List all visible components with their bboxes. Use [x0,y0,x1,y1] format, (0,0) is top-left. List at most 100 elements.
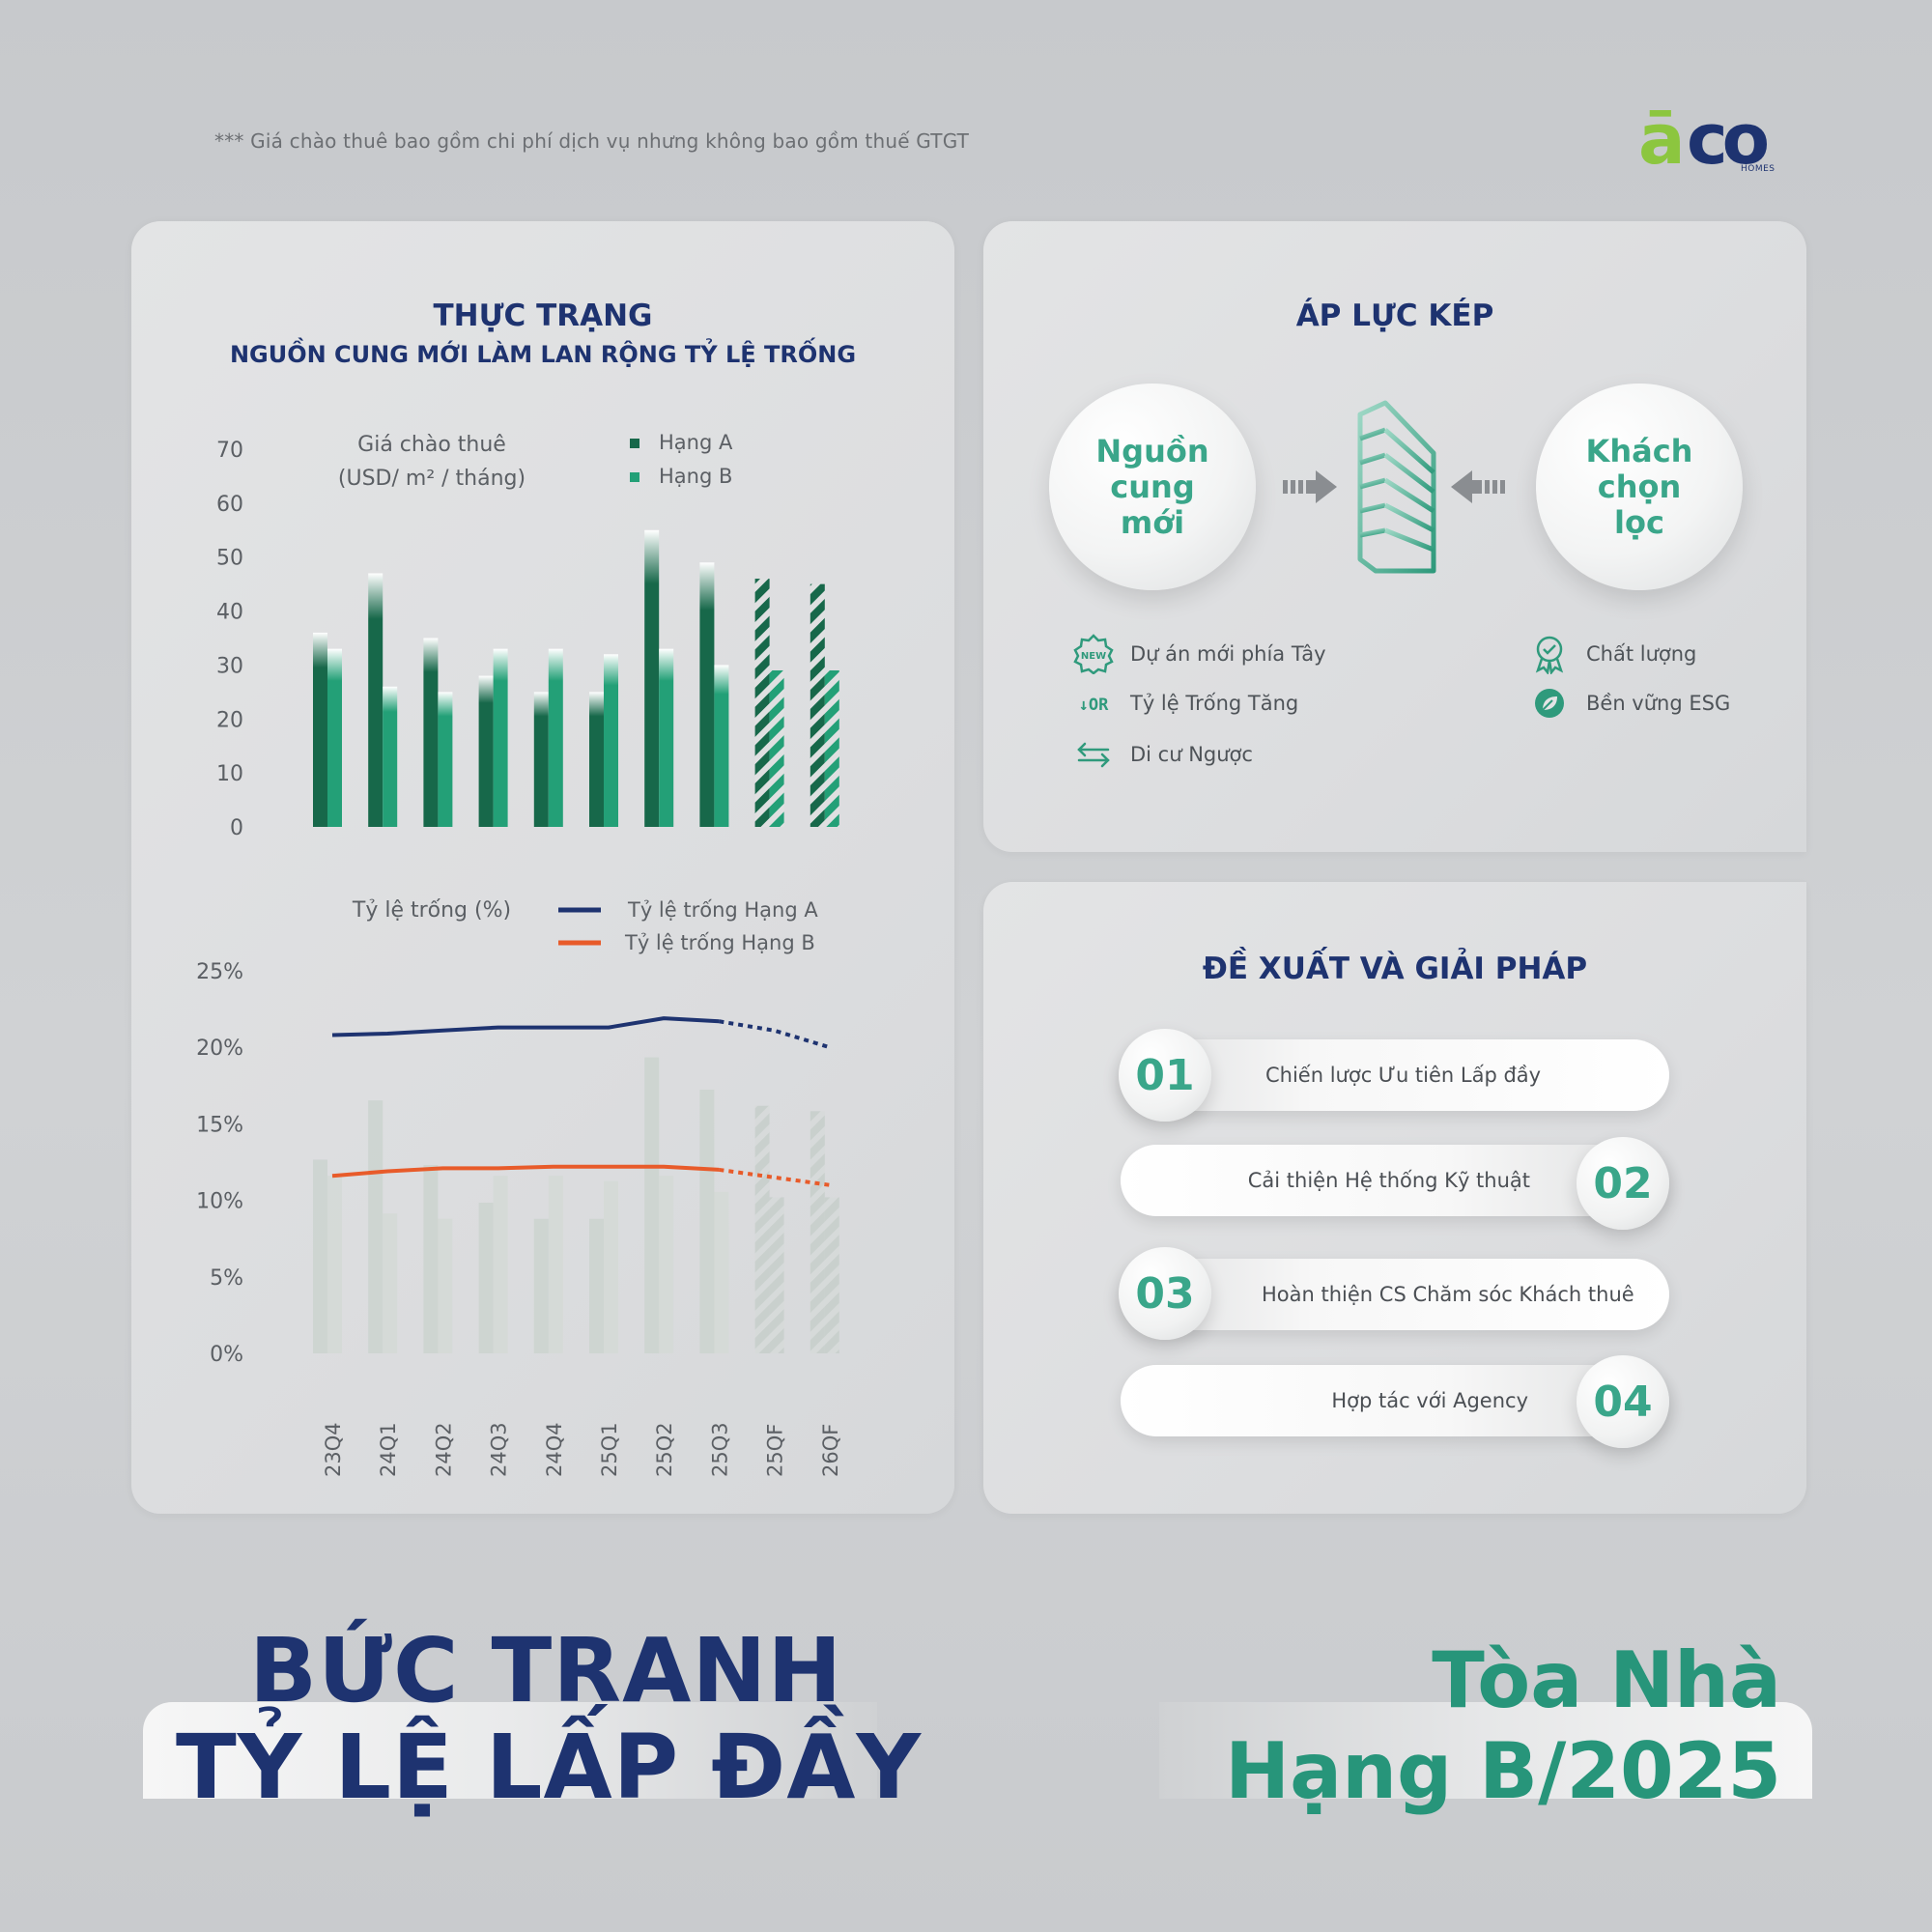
charts-area: 0 10 20 30 40 50 60 70 Giá chào thuê (USD/ m² /… [196,431,842,1477]
line-ytick-0: 0% [210,1343,243,1367]
background-bars [313,1057,839,1353]
solution-item-3: Hoàn thiện CS Chăm sóc Khách thuê [1121,1259,1669,1330]
bar-yunit: (USD/ m² / tháng) [338,467,526,491]
legend-vacancy-a: Tỷ lệ trống Hạng A [627,898,818,922]
bar-hang-a-23Q4 [313,632,327,827]
bar-hang-b-26QF [824,670,839,827]
x-ticks: 23Q4 24Q1 24Q2 24Q3 24Q4 25Q1 25Q2 25Q3 25QF 26QF [322,1422,842,1477]
logo-sub: HOMES [1741,164,1776,174]
line-ytick-3: 15% [196,1113,243,1137]
legend-swatch-hang-a [630,439,639,448]
headline-line-2: TỶ LỆ LẤP ĐẦY [176,1716,923,1819]
factor-vacancy-rising: ↓OR Tỷ lệ Trống Tăng [1072,682,1299,724]
bar-hang-a-25Q3 [699,562,715,827]
vacancy-line-hang-a [331,1016,720,1037]
footnote: *** Giá chào thuê bao gồm chi phí dịch v… [214,129,970,153]
line-ytick-4: 20% [196,1037,243,1061]
solution-item-3-label: Hoàn thiện CS Chăm sóc Khách thuê [1262,1283,1634,1306]
ghost-bar-0-23Q4 [313,1159,327,1353]
legend-hang-a: Hạng A [659,431,733,454]
bar-hang-b-24Q2 [438,692,453,827]
legend-hang-b: Hạng B [659,465,732,488]
xtick-25Q2: 25Q2 [653,1422,676,1477]
bar-hang-a-25QF [754,579,770,827]
line-series [331,1016,831,1187]
headline-band-left [143,1702,877,1799]
headline-band-right [1159,1702,1812,1799]
new-badge-icon: NEW [1072,633,1115,675]
ghost-bar-0-25Q3 [699,1090,715,1353]
bar-hang-a-26QF [810,583,825,827]
bar-hang-b-25Q1 [604,654,618,827]
line-ytick-5: 25% [196,960,243,984]
ghost-bar-0-25QF [754,1105,770,1353]
xtick-24Q1: 24Q1 [377,1422,400,1477]
ghost-bar-1-23Q4 [327,1176,342,1353]
factor-reverse-migration: Di cư Ngược [1072,733,1253,776]
legend-vacancy-b: Tỷ lệ trống Hạng B [624,931,815,954]
arrow-left-icon [1451,470,1505,503]
headline-right-2: Hạng B/2025 [1225,1726,1781,1816]
selective-tenant-bubble: Khách chọn lọc [1536,384,1743,590]
double-pressure-panel: ÁP LỰC KÉP Nguồn cung mới Khách chọn lọc [983,221,1806,852]
ghost-bar-1-25Q1 [604,1180,618,1353]
solution-item-4-label: Hợp tác với Agency [1331,1389,1528,1412]
line-ylabel: Tỷ lệ trống (%) [352,898,511,923]
line-ytick-1: 5% [210,1266,243,1291]
status-subtitle: NGUỒN CUNG MỚI LÀM LAN RỘNG TỶ LỆ TRỐNG [229,341,857,368]
bar-hang-b-25Q3 [714,665,729,827]
swap-arrows-icon [1072,733,1115,776]
solution-num-2: 02 [1577,1137,1669,1230]
ghost-bar-0-26QF [810,1111,825,1353]
ghost-bar-0-24Q4 [533,1218,549,1353]
quality-award-icon [1528,633,1571,675]
ghost-bar-1-25QF [769,1197,784,1353]
bar-hang-a-25Q2 [644,529,660,827]
new-supply-bubble: Nguồn cung mới [1049,384,1256,590]
factor-vacancy-rising-label: Tỷ lệ Trống Tăng [1130,692,1299,715]
ghost-bar-1-24Q3 [493,1176,508,1353]
headline-line-1: BỨC TRANH [249,1619,843,1722]
vacancy-line-hang-a-forecast [719,1019,831,1050]
bar-ytick-6: 60 [216,493,243,517]
bar-hang-a-24Q2 [423,638,439,827]
ghost-bar-0-24Q3 [478,1203,494,1353]
arrow-right-icon [1283,470,1337,503]
factor-quality-label: Chất lượng [1586,642,1697,666]
solution-num-1: 01 [1119,1029,1211,1122]
headline-right-1: Tòa Nhà [1432,1635,1781,1725]
xtick-26QF: 26QF [819,1424,842,1477]
status-panel: THỰC TRẠNG NGUỒN CUNG MỚI LÀM LAN RỘNG T… [131,221,954,1514]
bar-ytick-4: 40 [216,601,243,625]
bar-ytick-1: 10 [216,762,243,786]
bar-hang-a-24Q3 [478,675,494,827]
vacancy-down-icon: ↓OR [1072,682,1115,724]
xtick-25Q1: 25Q1 [598,1422,621,1477]
logo-a: ā [1638,99,1686,180]
xtick-24Q4: 24Q4 [543,1422,566,1477]
ghost-bar-1-25Q3 [714,1191,729,1353]
solution-num-3: 03 [1119,1247,1211,1340]
ghost-bar-0-24Q1 [368,1100,384,1353]
ghost-bar-1-25Q2 [659,1176,674,1353]
ghost-bar-1-24Q2 [438,1218,453,1353]
leaf-icon [1528,682,1571,724]
ghost-bar-1-26QF [824,1197,839,1353]
status-title: THỰC TRẠNG [433,298,653,333]
svg-text:↓OR: ↓OR [1079,696,1109,715]
factor-esg-label: Bền vững ESG [1586,692,1731,715]
bar-ylabel: Giá chào thuê [357,433,506,457]
bar-series [313,529,839,827]
bar-hang-a-24Q1 [368,573,384,827]
bar-hang-b-25Q2 [659,648,674,827]
factor-reverse-migration-label: Di cư Ngược [1130,743,1253,766]
bar-ytick-3: 30 [216,654,243,678]
new-supply-label: Nguồn cung mới [1095,432,1209,541]
factor-new-project: NEW Dự án mới phía Tây [1072,633,1326,675]
bar-hang-b-23Q4 [327,648,342,827]
bar-ytick-2: 20 [216,708,243,732]
building-icon [1283,400,1505,578]
ghost-bar-0-24Q2 [423,1165,439,1353]
vacancy-line-hang-b [331,1164,720,1179]
xtick-24Q3: 24Q3 [488,1422,511,1477]
